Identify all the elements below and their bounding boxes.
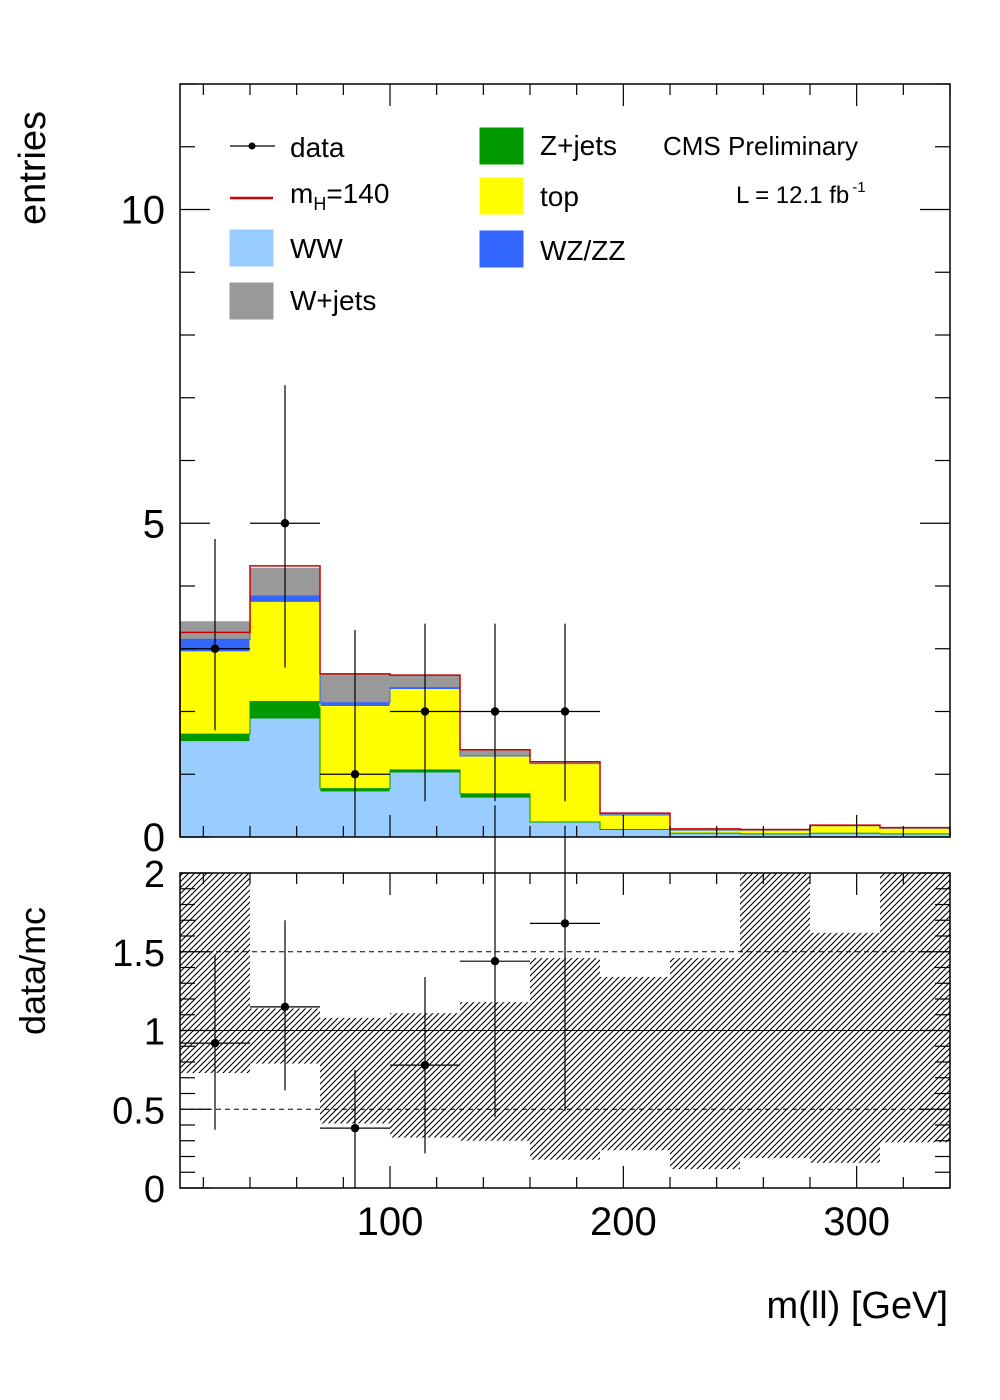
- data-point: [420, 707, 430, 716]
- x-tick-label: 100: [357, 1200, 424, 1244]
- y-tick-label: 0: [143, 816, 165, 860]
- data-point: [560, 707, 570, 716]
- main-panel: 0 5 10 entries data mH=140 WW W+jets: [12, 83, 951, 861]
- ratio-y-tick-label: 0.5: [112, 1090, 165, 1132]
- ratio-point: [420, 1060, 430, 1070]
- data-marker-icon: [248, 142, 256, 150]
- uncertainty-band-bin: [600, 976, 670, 1151]
- stack-bar-ww: [600, 829, 670, 837]
- stack-bar-top: [810, 825, 880, 834]
- data-point: [490, 707, 500, 716]
- legend-label-zjets: Z+jets: [540, 130, 617, 161]
- ratio-y-tick-label: 1.5: [112, 933, 165, 975]
- stack-bar-z-jets: [250, 701, 320, 720]
- y-axis-label: entries: [12, 111, 54, 225]
- legend-entry-zjets: Z+jets: [479, 127, 617, 165]
- stack-bar-ww: [180, 741, 250, 837]
- ratio-point: [350, 1123, 360, 1133]
- uncertainty-band-bin: [740, 873, 810, 1159]
- x-tick-label: 200: [590, 1200, 657, 1244]
- luminosity-label: L = 12.1 fb -1: [736, 179, 866, 209]
- y-tick-label: 10: [121, 189, 166, 233]
- stack-bar-z-jets: [180, 734, 250, 742]
- uncertainty-band-bin: [880, 873, 950, 1143]
- stack-bar-ww: [810, 833, 880, 837]
- ratio-y-tick-labels: 0 0.5 1 1.5 2: [112, 854, 165, 1211]
- stack-bar-top: [880, 828, 950, 834]
- ratio-y-tick-label: 0: [144, 1169, 165, 1211]
- x-tick-label: 300: [823, 1200, 890, 1244]
- legend-entry-signal: mH=140: [230, 178, 389, 214]
- legend-label-ww: WW: [290, 233, 343, 264]
- experiment-label: CMS Preliminary: [663, 131, 858, 161]
- data-point: [280, 519, 290, 528]
- legend-entry-data: data: [230, 132, 345, 163]
- stack-bar-top: [670, 830, 740, 834]
- top-swatch-icon: [479, 177, 524, 215]
- legend-entry-top: top: [479, 177, 579, 215]
- ratio-point: [210, 1038, 220, 1048]
- wzzz-swatch-icon: [479, 230, 524, 268]
- main-axis-ticks: [180, 83, 951, 838]
- wjets-swatch-icon: [229, 282, 274, 320]
- legend-entry-ww: WW: [229, 229, 343, 267]
- legend-entry-wzzz: WZ/ZZ: [479, 230, 626, 268]
- legend-label-signal: mH=140: [290, 178, 389, 214]
- ratio-y-tick-label: 1: [144, 1012, 165, 1054]
- legend-entry-wjets: W+jets: [229, 282, 376, 320]
- stack-bar-top: [600, 815, 670, 830]
- legend-label-top: top: [540, 181, 579, 212]
- ratio-point: [490, 957, 500, 966]
- uncertainty-band-bin: [670, 958, 740, 1170]
- main-y-tick-labels: 0 5 10: [121, 189, 166, 861]
- zjets-swatch-icon: [479, 127, 524, 165]
- legend-label-data: data: [290, 132, 345, 163]
- ratio-y-tick-label: 2: [144, 854, 165, 896]
- ratio-axis-ticks: [180, 872, 951, 1189]
- y-tick-label: 5: [143, 502, 165, 546]
- stack-bar-ww: [740, 833, 810, 837]
- stack-bar-top: [740, 830, 810, 834]
- legend: data mH=140 WW W+jets Z+jets top: [229, 127, 626, 320]
- stack-bar-w-jets: [600, 813, 670, 816]
- legend-label-wzzz: WZ/ZZ: [540, 235, 626, 266]
- legend-label-wjets: W+jets: [290, 285, 376, 316]
- ww-swatch-icon: [229, 229, 274, 267]
- ratio-y-axis-label: data/mc: [12, 907, 53, 1035]
- ratio-point: [280, 1002, 290, 1012]
- ratio-panel: 0 0.5 1 1.5 2 100 200 300 data/mc m(ll) [GeV]: [12, 805, 951, 1327]
- ratio-point: [560, 919, 570, 928]
- stack-bar-ww: [880, 833, 950, 837]
- data-point: [350, 770, 360, 779]
- data-point: [210, 644, 220, 653]
- ratio-points-layer: [180, 805, 600, 1188]
- uncertainty-band-bin: [810, 932, 880, 1163]
- x-axis-label: m(ll) [GeV]: [766, 1285, 948, 1327]
- stack-bar-ww: [250, 719, 320, 837]
- x-tick-labels: 100 200 300: [357, 1200, 890, 1244]
- stack-bar-ww: [670, 833, 740, 837]
- data-points-layer: [180, 385, 600, 837]
